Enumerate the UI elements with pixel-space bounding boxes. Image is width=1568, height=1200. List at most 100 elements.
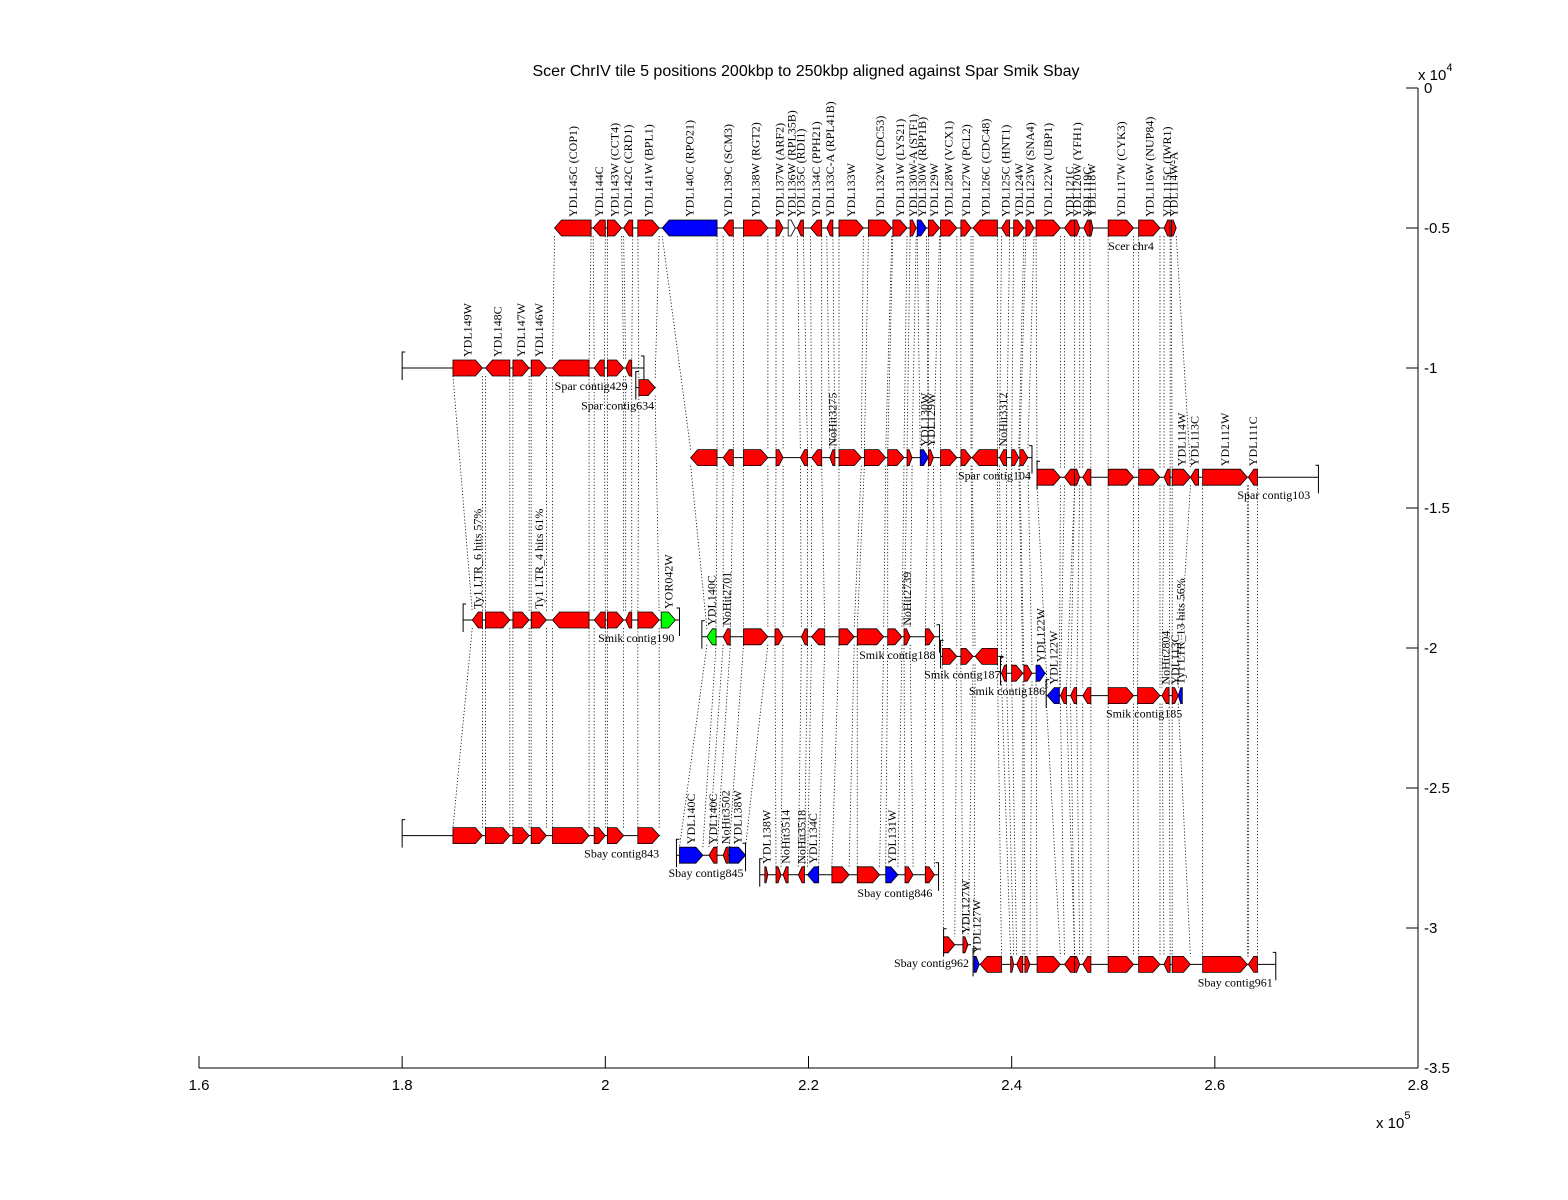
contig-track: YDL127W Sbay contig961 xyxy=(970,899,1277,989)
contig-track: YDL122W Smik contig186 xyxy=(969,608,1048,699)
gene-arrow xyxy=(722,846,729,864)
gene-arrow xyxy=(1163,956,1171,973)
alignment-line xyxy=(1018,235,1025,450)
alignment-line xyxy=(1070,703,1076,957)
gene-arrow xyxy=(924,866,935,884)
gene-arrow xyxy=(593,359,605,377)
contig-label: Smik contig190 xyxy=(598,631,674,645)
alignment-line xyxy=(1018,465,1024,666)
gene-label: YDL132W (CDC53) xyxy=(873,116,887,217)
gene-label: NoHit3518 xyxy=(794,810,808,864)
contig-start-bracket xyxy=(401,351,406,380)
alignment-line xyxy=(911,235,917,450)
gene-arrow xyxy=(927,219,941,237)
gene-arrow xyxy=(1063,468,1076,486)
contig-start-bracket xyxy=(635,371,639,400)
alignment-line xyxy=(1006,235,1011,450)
gene-arrow xyxy=(530,611,547,629)
gene-arrow xyxy=(743,628,769,646)
gene-arrow xyxy=(593,611,606,629)
gene-arrow xyxy=(1063,219,1076,237)
y-tick-label: 0 xyxy=(1424,80,1432,97)
gene-arrow xyxy=(906,449,913,467)
gene-arrow xyxy=(530,359,547,377)
alignment-line xyxy=(848,644,855,867)
alignment-line xyxy=(592,235,595,361)
x-ticks: 1.6 1.8 2 2.2 2.4 2.6 2.8 xyxy=(189,1056,1429,1094)
alignment-line xyxy=(637,235,640,380)
contig-label: Scer chr4 xyxy=(1108,239,1154,253)
alignment-line xyxy=(1076,485,1081,688)
alignment-line xyxy=(925,235,929,450)
gene-label: YDL122W xyxy=(1046,630,1060,685)
contig-start-bracket xyxy=(462,603,467,632)
contig-track: Ty1 LTR_6 hits 57% Ty1 LTR_4 hits 61% YOR0… xyxy=(462,509,680,645)
contig-start-bracket xyxy=(999,656,1004,686)
gene-arrow xyxy=(999,449,1007,467)
gene-label: YDL111C xyxy=(1246,416,1260,466)
gene-arrow xyxy=(971,449,998,467)
gene-arrow xyxy=(722,219,734,237)
gene-label: YDL122W xyxy=(1034,608,1048,663)
contig-label: Smik contig186 xyxy=(969,684,1045,698)
contig-label: Sbay contig961 xyxy=(1198,975,1273,989)
alignment-line xyxy=(942,664,945,937)
alignment-line xyxy=(637,395,640,613)
alignment-line xyxy=(856,465,865,629)
gene-arrow xyxy=(916,219,927,237)
gene-arrow xyxy=(1013,219,1025,237)
gene-arrow xyxy=(512,359,530,377)
alignment-line xyxy=(909,644,914,867)
gene-arrow xyxy=(811,449,823,467)
gene-label: YDL117W (CYK3) xyxy=(1114,121,1128,217)
gene-arrow xyxy=(551,611,590,629)
alignment-line xyxy=(1035,681,1038,957)
gene-label: YDL137W (ARF2) xyxy=(773,123,787,217)
gene-arrow xyxy=(1107,687,1135,704)
gene-label: YDL135C (RDI1) xyxy=(793,129,807,217)
gene-arrow xyxy=(1070,687,1078,704)
gene-label: YDL123W (SNA4) xyxy=(1023,122,1037,217)
gene-arrow xyxy=(1010,956,1015,973)
contig-track: Spar contig634 xyxy=(581,371,657,413)
gene-label: YDL130W-A (STF1) xyxy=(906,114,920,217)
contig-track: Sbay contig843 xyxy=(401,819,661,861)
gene-arrow xyxy=(1019,449,1029,467)
gene-arrow xyxy=(775,219,784,237)
gene-arrow xyxy=(1074,956,1081,973)
gene-arrow xyxy=(838,449,862,467)
gene-label: YDL130W xyxy=(917,392,931,447)
contig-track: YDL114W YDL113C YDL112W YDL111C Spar contig1… xyxy=(1036,412,1319,502)
gene-arrow xyxy=(1107,956,1135,973)
contig-start-bracket xyxy=(972,947,977,977)
gene-label: YOR042W xyxy=(661,554,675,609)
gene-arrow xyxy=(625,359,633,377)
alignment-line xyxy=(973,664,976,957)
gene-arrow xyxy=(728,846,747,864)
y-tick-label: -3 xyxy=(1424,920,1437,937)
alignment-line xyxy=(940,465,943,649)
gene-arrow xyxy=(1161,687,1170,704)
gene-arrow xyxy=(1001,219,1011,237)
gene-label: YDL114W xyxy=(1174,412,1188,466)
contig-label: Sbay contig845 xyxy=(668,866,743,880)
gene-label: NoHit2804 xyxy=(1159,631,1173,685)
gene-arrow xyxy=(484,359,511,377)
gene-label: YDL140C xyxy=(684,794,698,845)
gene-arrow xyxy=(606,359,625,377)
x-tick-label: 2.8 xyxy=(1408,1077,1429,1094)
alignment-line xyxy=(887,235,894,450)
gene-arrow xyxy=(919,449,929,467)
gene-arrow xyxy=(960,449,972,467)
gene-arrow xyxy=(1170,219,1177,237)
gene-arrow xyxy=(960,648,974,665)
contig-label: Smik contig188 xyxy=(859,648,935,662)
gene-arrow xyxy=(1089,219,1094,237)
y-ticks: 0 -0.5 -1 -1.5 -2 -2.5 -3 -3.5 xyxy=(1406,80,1450,1077)
y-tick-label: -1 xyxy=(1424,360,1437,377)
gene-arrow xyxy=(1138,468,1161,486)
contig-label: Spar contig634 xyxy=(581,399,654,413)
gene-label: YDL133W xyxy=(844,162,858,217)
alignment-line xyxy=(933,235,940,450)
